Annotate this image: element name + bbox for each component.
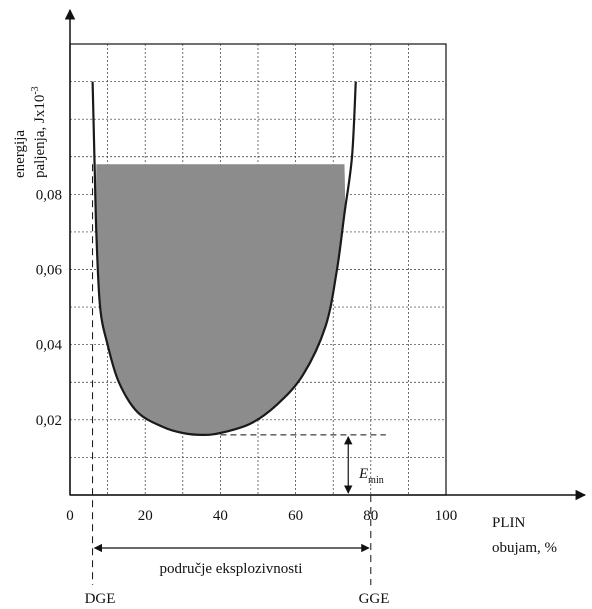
y-axis-title-line2: paljenja, Jx10-3 <box>30 86 48 178</box>
gge-label: GGE <box>359 591 390 607</box>
x-axis-title-line1: PLIN <box>492 515 526 531</box>
x-tick-label: 80 <box>363 508 378 524</box>
y-tick-label: 0,04 <box>36 338 63 354</box>
x-tick-labels: 0 20 40 60 80 100 <box>66 508 457 524</box>
emin-label: Emin <box>358 466 384 486</box>
y-tick-label: 0,02 <box>36 413 62 429</box>
y-tick-labels: 0,02 0,04 0,06 0,08 <box>36 187 63 429</box>
x-tick-label: 40 <box>213 508 228 524</box>
y-axis-title-line1: energija <box>12 130 28 178</box>
explosive-shaded-region <box>96 164 346 435</box>
dge-label: DGE <box>85 591 116 607</box>
series-curve <box>91 81 357 437</box>
x-tick-label: 20 <box>138 508 153 524</box>
x-tick-label: 60 <box>288 508 303 524</box>
x-axis-title-line2: obujam, % <box>492 540 557 556</box>
y-tick-label: 0,06 <box>36 263 63 279</box>
explosive-range-label: područje eksplozivnosti <box>160 561 303 577</box>
x-tick-label: 0 <box>66 508 74 524</box>
y-tick-label: 0,08 <box>36 187 62 203</box>
x-tick-label: 100 <box>435 508 458 524</box>
